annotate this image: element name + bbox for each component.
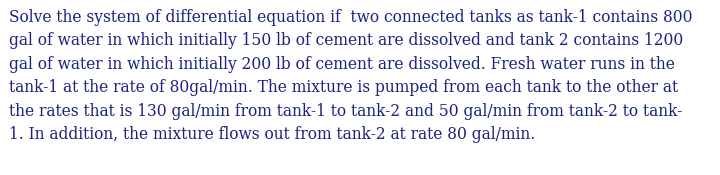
Text: Solve the system of differential equation if  two connected tanks as tank-1 cont: Solve the system of differential equatio… bbox=[9, 9, 692, 143]
